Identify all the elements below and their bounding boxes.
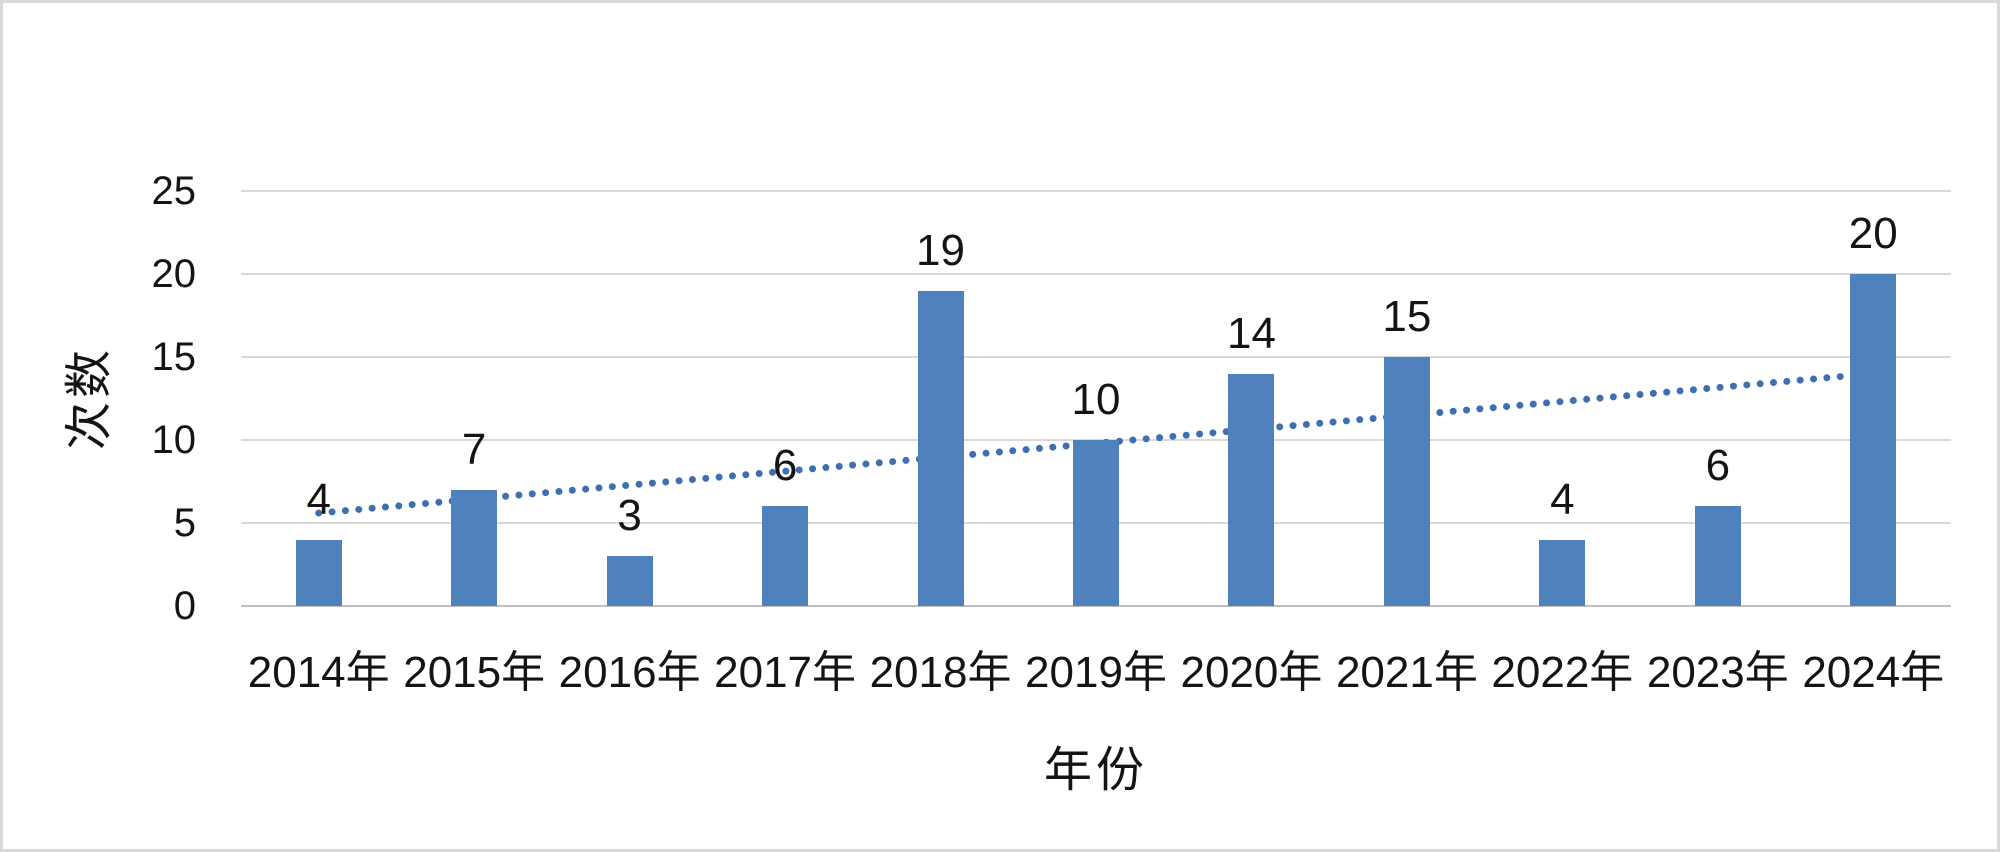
bar-value-label-2016年: 3 xyxy=(617,491,642,541)
x-tick-label-2018年: 2018年 xyxy=(869,648,1012,697)
bar-2016年 xyxy=(606,556,653,606)
y-tick-label-15: 15 xyxy=(151,335,197,379)
x-axis-title: 年份 xyxy=(1043,744,1149,797)
bar-2024年 xyxy=(1850,274,1897,606)
bar-value-label-2015年: 7 xyxy=(461,424,487,474)
y-tick-label-5: 5 xyxy=(173,501,196,545)
bar-2015年 xyxy=(451,489,498,606)
bar-2018年 xyxy=(917,290,964,606)
x-tick-label-2023年: 2023年 xyxy=(1646,648,1789,697)
y-tick-label-25: 25 xyxy=(151,169,197,213)
x-tick-label-2015年: 2015年 xyxy=(403,648,546,697)
x-tick-label-2022年: 2022年 xyxy=(1491,648,1634,697)
x-tick-label-2021年: 2021年 xyxy=(1335,648,1478,697)
bar-2017年 xyxy=(762,506,809,606)
bar-value-label-2014年: 4 xyxy=(306,474,331,524)
x-tick-label-2024年: 2024年 xyxy=(1802,648,1945,697)
bar-2023年 xyxy=(1694,506,1741,606)
x-tick-label-2014年: 2014年 xyxy=(247,648,390,697)
bar-value-label-2022年: 4 xyxy=(1550,474,1575,524)
x-tick-label-2017年: 2017年 xyxy=(714,648,857,697)
bar-value-label-2023年: 6 xyxy=(1705,441,1731,491)
bar-2022年 xyxy=(1539,539,1586,606)
y-tick-label-10: 10 xyxy=(151,418,197,462)
bar-value-label-2019年: 10 xyxy=(1071,375,1121,424)
bar-2019年 xyxy=(1073,440,1119,606)
bar-value-label-2021年: 15 xyxy=(1382,292,1432,341)
bar-value-label-2017年: 6 xyxy=(772,441,798,491)
y-tick-label-20: 20 xyxy=(151,252,197,296)
bar-value-label-2018年: 19 xyxy=(916,225,966,275)
bar-2020年 xyxy=(1228,373,1275,606)
y-tick-label-0: 0 xyxy=(173,584,196,628)
bar-value-label-2024年: 20 xyxy=(1848,209,1898,258)
bar-value-label-2020年: 14 xyxy=(1226,308,1276,358)
bar-2021年 xyxy=(1383,357,1430,606)
plot-area: 0 5 10 15 20 25 4 2014年 7 2015年 3 2016年 6 2017年 19 2018… xyxy=(152,169,1951,697)
x-tick-label-2019年: 2019年 xyxy=(1025,648,1167,697)
x-axis-line xyxy=(241,605,1951,607)
x-tick-label-2016年: 2016年 xyxy=(558,648,701,697)
bar-2014年 xyxy=(295,539,342,606)
y-axis-title: 次数 xyxy=(63,345,116,451)
x-tick-label-2020年: 2020年 xyxy=(1180,648,1323,697)
